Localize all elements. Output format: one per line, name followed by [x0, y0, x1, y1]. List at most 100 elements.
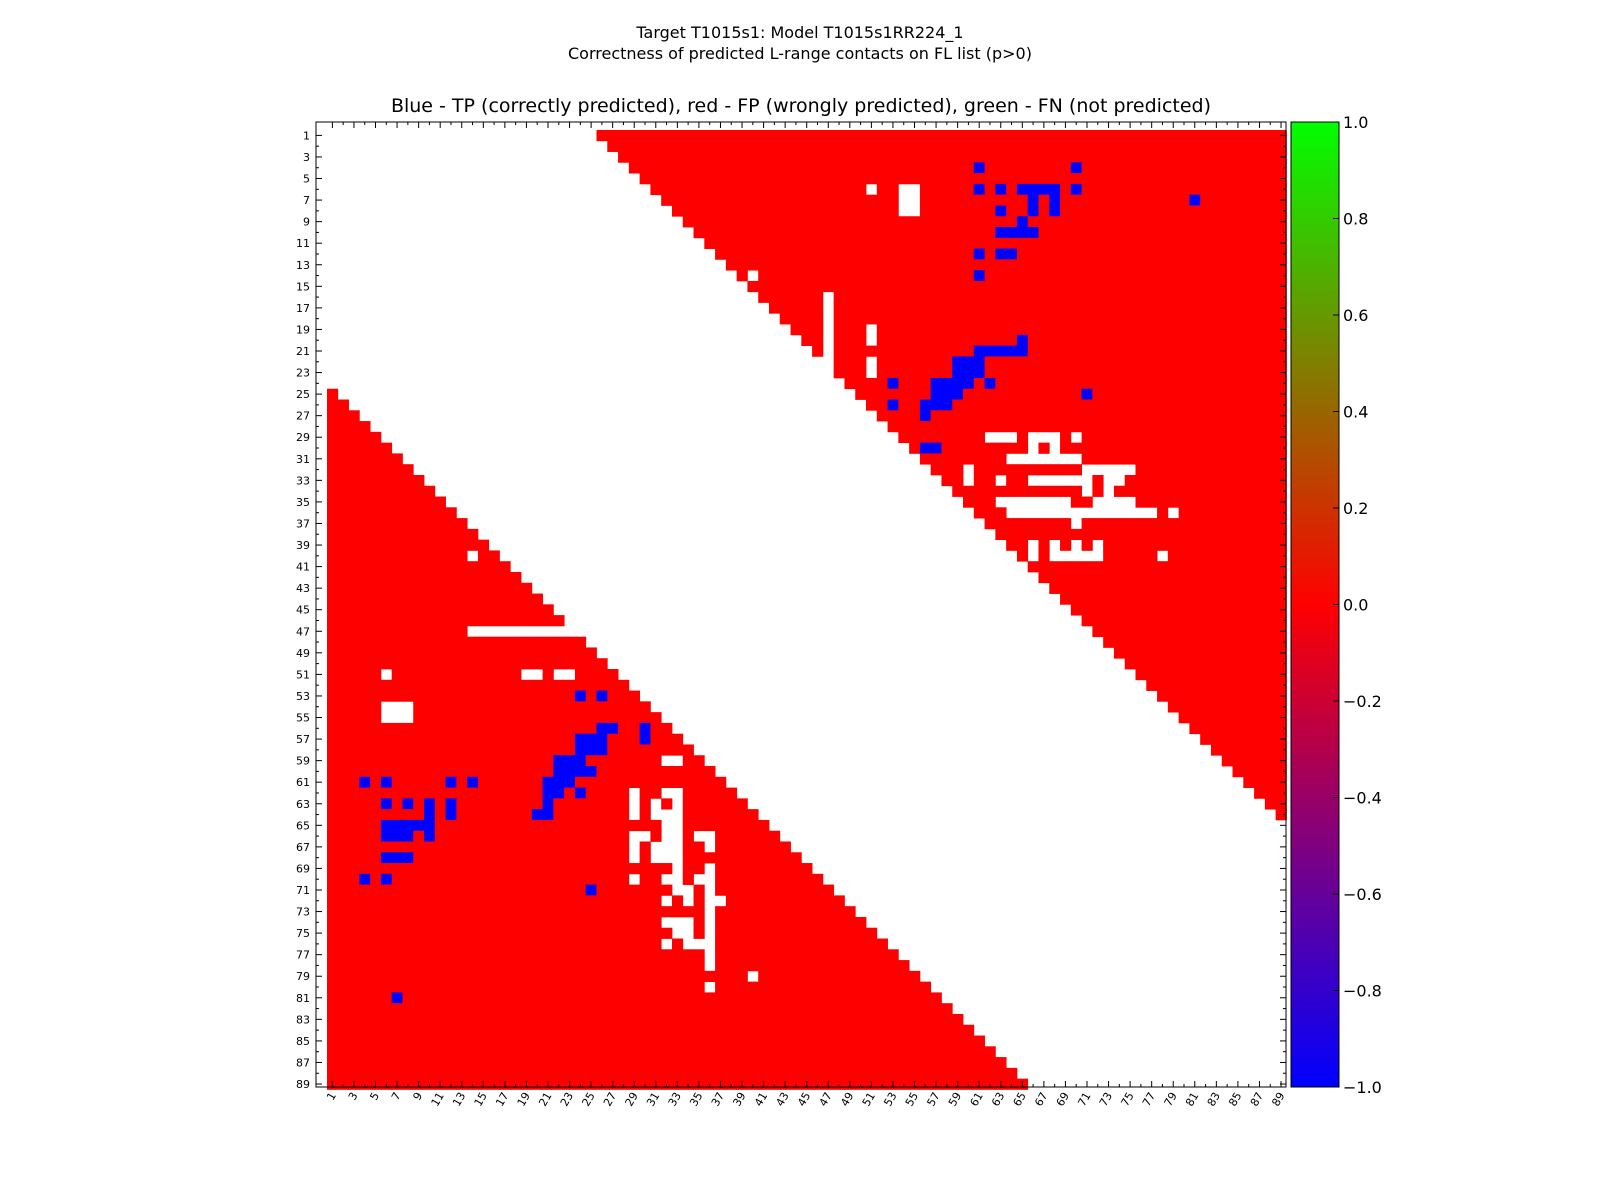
fp-contact-cell — [618, 981, 630, 993]
fp-contact-cell — [553, 960, 565, 972]
fp-contact-cell — [898, 1003, 910, 1015]
fp-contact-cell — [596, 776, 608, 788]
fp-contact-cell — [402, 970, 414, 983]
fp-contact-cell — [833, 1046, 845, 1058]
fp-contact-cell — [898, 388, 910, 400]
fp-contact-cell — [790, 852, 802, 864]
fp-contact-cell — [1200, 248, 1212, 260]
fp-contact-cell — [1178, 130, 1190, 142]
fp-contact-cell — [1210, 356, 1223, 368]
fp-contact-cell — [963, 345, 975, 357]
fp-contact-cell — [531, 679, 543, 691]
y-tick-label: 75 — [296, 927, 310, 940]
fp-contact-cell — [618, 863, 630, 875]
fp-contact-cell — [413, 496, 425, 508]
fp-contact-cell — [1189, 496, 1201, 508]
fp-contact-cell — [768, 216, 781, 228]
fp-contact-cell — [531, 884, 543, 896]
fp-contact-cell — [973, 485, 985, 497]
y-tick-label: 81 — [296, 992, 310, 1005]
fp-contact-cell — [1178, 237, 1190, 249]
tp-contact-cell — [553, 766, 565, 778]
fp-contact-cell — [1210, 399, 1223, 411]
fp-contact-cell — [380, 755, 393, 767]
fp-contact-cell — [467, 809, 479, 821]
fp-contact-cell — [704, 852, 716, 864]
fp-contact-cell — [585, 787, 597, 799]
fp-contact-cell — [327, 421, 339, 433]
fp-contact-cell — [456, 1024, 468, 1036]
fp-contact-cell — [1124, 453, 1136, 465]
fp-contact-cell — [1060, 216, 1072, 228]
fp-contact-cell — [758, 906, 770, 918]
fp-contact-cell — [467, 992, 479, 1004]
fp-contact-cell — [822, 970, 835, 983]
tp-contact-cell — [542, 809, 554, 821]
fp-contact-cell — [909, 981, 921, 993]
fp-contact-cell — [424, 669, 436, 681]
fp-contact-cell — [1049, 410, 1061, 422]
fp-contact-cell — [1006, 140, 1018, 152]
fp-contact-cell — [693, 140, 705, 152]
fp-contact-cell — [1157, 539, 1169, 551]
tp-contact-cell — [973, 183, 985, 196]
fp-contact-cell — [467, 669, 479, 681]
fp-contact-cell — [1275, 377, 1287, 390]
fp-contact-cell — [1135, 324, 1147, 336]
fp-contact-cell — [1210, 248, 1223, 260]
fp-contact-cell — [671, 205, 684, 217]
fp-contact-cell — [424, 906, 436, 918]
fp-contact-cell — [499, 927, 511, 939]
fp-contact-cell — [391, 679, 403, 691]
fp-contact-cell — [758, 916, 770, 929]
fp-contact-cell — [467, 798, 479, 810]
fp-contact-cell — [1146, 647, 1158, 659]
fp-contact-cell — [1113, 582, 1126, 594]
colorbar-tick-label: −0.2 — [1343, 692, 1382, 711]
fp-contact-cell — [1221, 410, 1233, 422]
fp-contact-cell — [1157, 669, 1169, 681]
fp-contact-cell — [1124, 571, 1136, 584]
fp-contact-cell — [434, 766, 446, 778]
fp-contact-cell — [1049, 356, 1061, 368]
fp-contact-cell — [1016, 302, 1029, 314]
fp-contact-cell — [866, 992, 878, 1004]
fp-contact-cell — [510, 852, 522, 864]
fp-contact-cell — [521, 615, 533, 627]
fp-contact-cell — [445, 992, 457, 1004]
fp-contact-cell — [984, 237, 996, 249]
fp-contact-cell — [488, 1046, 500, 1058]
tp-contact-cell — [919, 442, 932, 454]
fp-contact-cell — [650, 938, 662, 950]
fp-contact-cell — [1016, 388, 1029, 400]
fp-contact-cell — [1178, 571, 1190, 584]
fp-contact-cell — [391, 960, 403, 972]
y-tick-label: 79 — [296, 970, 310, 983]
fp-contact-cell — [380, 841, 393, 853]
fp-contact-cell — [1135, 625, 1147, 638]
fp-contact-cell — [402, 949, 414, 961]
fp-contact-cell — [359, 593, 371, 605]
fp-contact-cell — [1254, 334, 1266, 346]
fp-contact-cell — [1189, 571, 1201, 584]
fp-contact-cell — [1232, 227, 1244, 239]
fp-contact-cell — [467, 658, 479, 670]
fp-contact-cell — [1178, 377, 1190, 390]
fp-contact-cell — [1113, 399, 1126, 411]
fp-contact-cell — [413, 927, 425, 939]
fp-contact-cell — [768, 248, 781, 260]
fp-contact-cell — [607, 744, 619, 756]
fp-contact-cell — [650, 1013, 662, 1026]
fp-contact-cell — [434, 507, 446, 519]
fp-contact-cell — [607, 863, 619, 875]
fp-contact-cell — [833, 1057, 845, 1069]
fp-contact-cell — [909, 248, 921, 260]
fp-contact-cell — [822, 248, 835, 260]
fp-contact-cell — [434, 916, 446, 929]
fp-contact-cell — [833, 183, 845, 196]
fp-contact-cell — [973, 280, 985, 293]
fp-contact-cell — [370, 1035, 382, 1047]
fp-contact-cell — [736, 1013, 748, 1026]
fp-contact-cell — [952, 1035, 964, 1047]
fp-contact-cell — [628, 130, 641, 142]
